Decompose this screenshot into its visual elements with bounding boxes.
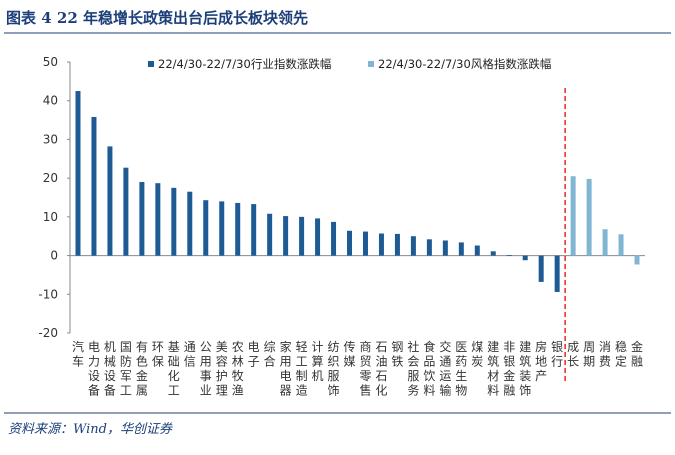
category-label: 纺织服饰 bbox=[328, 340, 340, 398]
bar-industry bbox=[426, 239, 432, 256]
y-tick-label: 30 bbox=[43, 132, 58, 146]
y-tick-label: -10 bbox=[38, 287, 58, 301]
bar-industry bbox=[235, 202, 241, 256]
bar-industry bbox=[378, 233, 384, 256]
category-label: 稳定 bbox=[615, 339, 627, 369]
bar-industry bbox=[394, 233, 400, 256]
y-axis: 50 40 30 20 10 0 -10 -20 bbox=[38, 55, 71, 340]
category-label: 食品饮料 bbox=[423, 339, 435, 398]
legend: 22/4/30-22/7/30行业指数涨跌幅 22/4/30-22/7/30风格… bbox=[148, 57, 551, 71]
bar-industry bbox=[442, 240, 448, 256]
bar-industry bbox=[267, 213, 273, 256]
legend-label-style: 22/4/30-22/7/30风格指数涨跌幅 bbox=[378, 57, 551, 71]
bar-industry bbox=[347, 230, 353, 256]
y-tick-label: 10 bbox=[43, 210, 58, 224]
category-label: 周期 bbox=[583, 340, 595, 369]
category-label: 农林牧渔 bbox=[232, 340, 244, 398]
category-label: 综合 bbox=[264, 340, 276, 369]
bar-industry bbox=[107, 146, 113, 256]
category-label: 家用电器 bbox=[280, 339, 292, 398]
y-tick-label: 40 bbox=[43, 94, 58, 108]
category-label: 轻工制造 bbox=[296, 340, 308, 398]
category-label: 钢铁 bbox=[391, 340, 403, 369]
y-tick-label: 0 bbox=[50, 249, 58, 263]
bar-industry bbox=[506, 255, 512, 256]
bar-industry bbox=[75, 91, 81, 256]
category-label: 公用事业 bbox=[200, 340, 212, 398]
category-label: 电力设备 bbox=[88, 340, 100, 398]
bar-style bbox=[602, 229, 608, 256]
category-label: 计算机 bbox=[312, 340, 324, 383]
category-label: 建筑材料 bbox=[487, 340, 499, 398]
legend-swatch-style bbox=[368, 61, 374, 67]
category-label: 基础化工 bbox=[168, 340, 180, 398]
legend-swatch-industry bbox=[148, 61, 154, 67]
bar-industry bbox=[123, 167, 129, 256]
category-label: 汽车 bbox=[72, 339, 84, 369]
category-label: 机械设备 bbox=[104, 340, 116, 398]
bar-industry bbox=[139, 182, 145, 256]
y-tick-label: 20 bbox=[43, 171, 58, 185]
category-label: 石油石化 bbox=[375, 340, 387, 398]
bar-industry bbox=[283, 216, 289, 256]
y-tick-label: 50 bbox=[43, 55, 58, 69]
plot-area bbox=[70, 88, 645, 382]
category-label: 煤炭 bbox=[471, 340, 483, 369]
bar-industry bbox=[171, 187, 177, 256]
bar-style bbox=[634, 255, 640, 265]
category-label: 房地产 bbox=[535, 339, 547, 383]
bar-industry bbox=[331, 221, 337, 256]
category-labels: 汽车电力设备机械设备国防军工有色金属环保基础化工通信公用事业美容护理农林牧渔电子… bbox=[72, 339, 643, 398]
bar-industry bbox=[458, 242, 464, 256]
category-label: 商贸零售 bbox=[359, 339, 371, 398]
category-label: 环保 bbox=[152, 340, 164, 369]
bar-industry bbox=[522, 255, 528, 261]
bar-industry bbox=[299, 216, 305, 256]
bar-industry bbox=[251, 204, 257, 256]
bar-industry bbox=[155, 183, 161, 256]
bar-industry bbox=[538, 255, 544, 282]
bar-style bbox=[618, 234, 624, 256]
category-label: 有色金属 bbox=[136, 340, 148, 398]
bar-industry bbox=[362, 231, 368, 256]
bar-industry bbox=[315, 218, 321, 256]
category-label: 成长 bbox=[567, 340, 579, 369]
source-note: 资料来源：Wind，华创证券 bbox=[8, 422, 173, 437]
bar-style bbox=[586, 178, 592, 256]
category-label: 通信 bbox=[184, 340, 196, 369]
figure-title: 图表 4 22 年稳增长政策出台后成长板块领先 bbox=[6, 9, 308, 27]
bar-industry bbox=[219, 201, 225, 256]
category-label: 医药生物 bbox=[455, 340, 467, 398]
category-label: 美容护理 bbox=[216, 340, 228, 398]
bar-industry bbox=[91, 116, 97, 256]
legend-label-industry: 22/4/30-22/7/30行业指数涨跌幅 bbox=[158, 57, 331, 71]
bar-industry bbox=[490, 251, 496, 256]
bar-industry bbox=[474, 245, 480, 256]
bar-style bbox=[570, 176, 576, 256]
bar-industry bbox=[187, 191, 193, 256]
category-label: 国防军工 bbox=[120, 340, 132, 398]
category-label: 社会服务 bbox=[407, 339, 419, 398]
category-label: 消费 bbox=[599, 340, 611, 369]
bar-industry bbox=[203, 200, 209, 256]
category-label: 建筑装饰 bbox=[519, 340, 531, 398]
category-label: 传媒 bbox=[344, 339, 356, 369]
category-label: 金融 bbox=[631, 339, 643, 369]
bar-industry bbox=[554, 255, 560, 292]
bar-industry bbox=[410, 236, 416, 256]
y-tick-label: -20 bbox=[38, 326, 58, 340]
category-label: 非银金融 bbox=[503, 340, 515, 398]
category-label: 交通运输 bbox=[439, 339, 451, 398]
category-label: 电子 bbox=[248, 340, 260, 369]
category-label: 银行 bbox=[551, 340, 563, 369]
